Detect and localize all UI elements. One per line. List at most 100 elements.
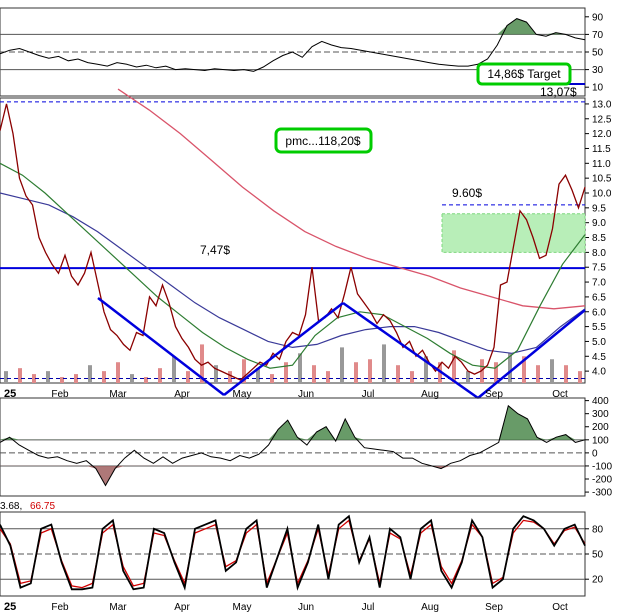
volume-bar xyxy=(256,368,260,383)
cci-frame xyxy=(0,397,586,497)
stochastic-tick-label: 20 xyxy=(592,575,604,586)
stochastic-tick-label: 80 xyxy=(592,524,604,535)
ma-long-line xyxy=(117,88,586,310)
volume-bar xyxy=(242,359,246,383)
pmc-box xyxy=(274,127,373,154)
pmc-label: pmc...118,20$ xyxy=(285,134,360,148)
x-tick-label: Aug xyxy=(421,602,439,613)
price-tick-label: 4.5 xyxy=(592,352,606,363)
price-tick-label: 13.0 xyxy=(592,99,612,110)
x-tick-label: Aug xyxy=(421,389,439,400)
volume-bar xyxy=(46,371,50,383)
target-box xyxy=(476,62,572,86)
cci-negative-fill xyxy=(0,465,585,486)
cci-tick-label: 100 xyxy=(592,435,609,446)
price-tick-label: 10.5 xyxy=(592,174,612,185)
volume-bar xyxy=(130,374,134,383)
x-tick-label: 25 xyxy=(4,601,16,613)
stochastic-title: 3.68, 66.75 xyxy=(0,501,55,512)
price-tick-label: 9.5 xyxy=(592,203,606,214)
volume-bar xyxy=(74,374,78,383)
rsi-tick-label: 70 xyxy=(592,30,604,41)
x-tick-label: Oct xyxy=(552,389,568,400)
volume-bar xyxy=(158,368,162,383)
volume-bar xyxy=(382,344,386,383)
stochastic-panel: 80 50 20 xyxy=(0,511,604,597)
x-tick-label: Jun xyxy=(298,602,314,613)
volume-bar xyxy=(326,371,330,383)
volume-bar xyxy=(578,371,582,383)
volume-bar xyxy=(508,353,512,383)
stochastic-tick-label: 50 xyxy=(592,550,604,561)
price-tick-label: 9.0 xyxy=(592,218,606,229)
volume-bar xyxy=(410,371,414,383)
x-tick-label: Apr xyxy=(174,602,190,613)
volume-bar xyxy=(214,365,218,383)
price-tick-label: 4.0 xyxy=(592,367,606,378)
price-tick-label: 12.0 xyxy=(592,129,612,140)
volume-bar xyxy=(200,344,204,383)
cci-positive-fill xyxy=(0,405,585,440)
price-tick-label: 7.0 xyxy=(592,278,606,289)
rsi-tick-label: 30 xyxy=(592,65,604,76)
ma-mid-line xyxy=(0,192,586,354)
volume-bar xyxy=(536,365,540,383)
x-tick-label: Oct xyxy=(552,602,568,613)
volume-bar xyxy=(354,362,358,383)
ma-short-line xyxy=(0,162,586,369)
trend-line xyxy=(342,301,479,400)
cci-tick-label: 400 xyxy=(592,396,609,407)
cci-tick-label: 300 xyxy=(592,409,609,420)
volume-bar xyxy=(522,356,526,383)
cci-panel: 400 300 200 100 0 -100 -200 -300 xyxy=(0,396,612,499)
cci-tick-label: -100 xyxy=(592,461,612,472)
stochastic-k-line xyxy=(0,514,586,591)
volume-bar xyxy=(60,377,64,383)
x-tick-label: Jun xyxy=(298,389,314,400)
x-tick-label: Apr xyxy=(174,389,190,400)
volume-bar xyxy=(368,359,372,383)
price-tick-label: 12.5 xyxy=(592,114,612,125)
x-tick-label: Sep xyxy=(485,389,503,400)
x-tick-label: Sep xyxy=(485,602,503,613)
volume-bar xyxy=(466,371,470,383)
price-tick-label: 8.0 xyxy=(592,248,606,259)
volume-bar xyxy=(312,365,316,383)
cci-line xyxy=(0,404,586,487)
volume-bar xyxy=(4,371,8,383)
price-tick-label: 6.0 xyxy=(592,307,606,318)
trend-line xyxy=(97,297,225,396)
volume-bar xyxy=(424,356,428,383)
price-tick-label: 6.5 xyxy=(592,292,606,303)
volume-bar xyxy=(270,374,274,383)
stochastic-d-value: 66.75 xyxy=(30,501,55,512)
level-label: 13,07$ xyxy=(540,85,577,99)
volume-bar xyxy=(340,347,344,383)
volume-bar xyxy=(186,371,190,383)
volume-bar xyxy=(550,359,554,383)
volume-bar xyxy=(88,365,92,383)
cci-tick-label: -200 xyxy=(592,475,612,486)
rsi-tick-label: 90 xyxy=(592,12,604,23)
price-tick-label: 11.5 xyxy=(592,144,611,155)
volume-bar xyxy=(564,365,568,383)
rsi-tick-label: 50 xyxy=(592,48,604,59)
cci-tick-label: -300 xyxy=(592,488,612,499)
volume-bar xyxy=(396,365,400,383)
x-tick-label: Mar xyxy=(109,602,127,613)
x-axes: 25 Feb Mar Apr May Jun Jul Aug Sep Oct 25 Feb Mar Apr… xyxy=(4,388,568,613)
x-tick-label: May xyxy=(233,602,252,613)
x-tick-label: Feb xyxy=(51,602,69,613)
trend-line xyxy=(477,309,586,399)
price-line xyxy=(0,103,586,381)
target-label: 14,86$ Target xyxy=(487,67,561,81)
level-label: 7,47$ xyxy=(200,243,230,257)
level-label: 9.60$ xyxy=(452,186,482,200)
rsi-overbought-fill xyxy=(0,18,585,35)
pmc-annotation: pmc...118,20$ xyxy=(274,127,373,154)
price-tick-label: 5.5 xyxy=(592,322,606,333)
volume-bar xyxy=(480,359,484,383)
target-annotation: 14,86$ Target xyxy=(476,62,572,86)
price-tick-label: 10.0 xyxy=(592,189,612,200)
stochastic-k-value: 3.68, xyxy=(0,501,22,512)
